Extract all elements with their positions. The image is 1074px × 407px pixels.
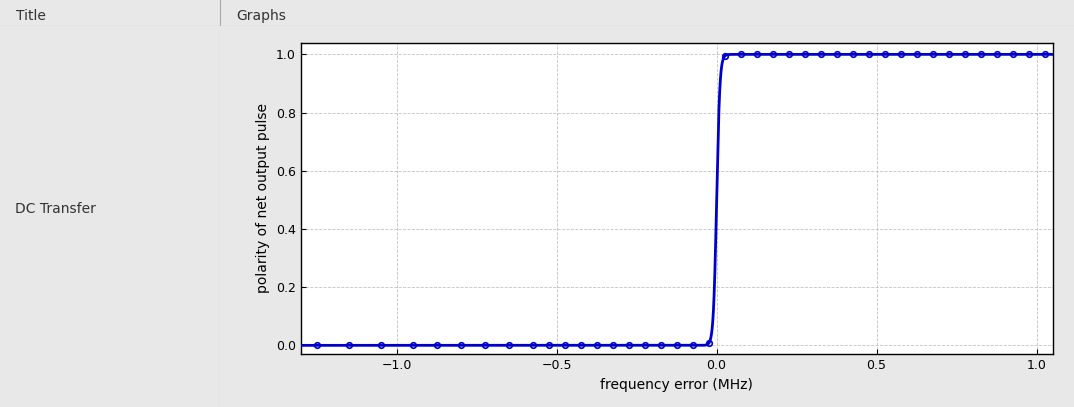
X-axis label: frequency error (MHz): frequency error (MHz): [600, 378, 753, 392]
Y-axis label: polarity of net output pulse: polarity of net output pulse: [257, 103, 271, 293]
Text: Title: Title: [16, 9, 46, 23]
Text: DC Transfer: DC Transfer: [15, 202, 97, 216]
Text: Graphs: Graphs: [236, 9, 286, 23]
